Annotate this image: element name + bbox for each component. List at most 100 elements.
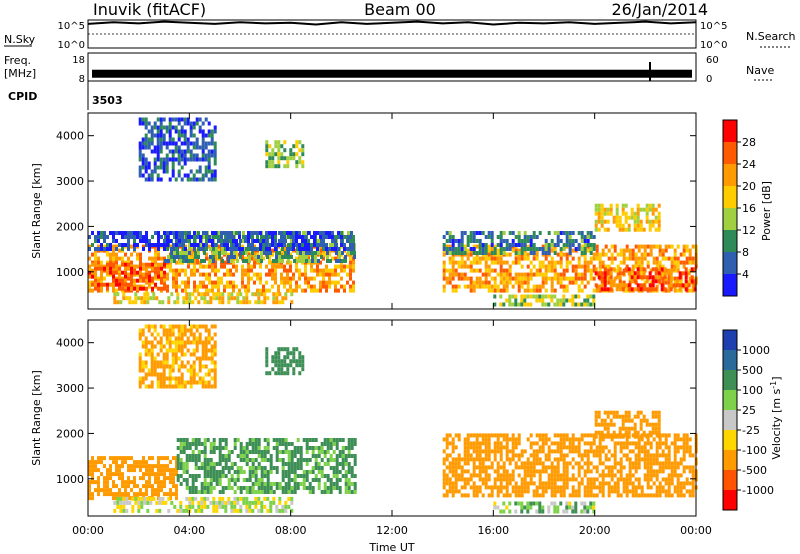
- rti-cell: [180, 157, 184, 162]
- rti-cell: [445, 477, 449, 482]
- rti-cell: [619, 449, 623, 454]
- rti-cell: [178, 268, 181, 273]
- rti-cell: [173, 247, 176, 251]
- rti-cell: [667, 493, 671, 498]
- rti-cell: [335, 446, 339, 450]
- rti-cell: [475, 280, 479, 285]
- rti-cell: [230, 504, 234, 509]
- rti-cell: [233, 446, 237, 450]
- rti-cell: [290, 462, 294, 466]
- rti-cell: [463, 449, 467, 454]
- rti-cell: [251, 446, 255, 450]
- rti-cell: [688, 276, 692, 281]
- rti-cell: [138, 336, 142, 341]
- rti-cell: [143, 500, 147, 505]
- rti-cell: [162, 125, 166, 130]
- rti-cell: [213, 157, 217, 162]
- rti-cell: [451, 441, 455, 446]
- rti-cell: [141, 117, 145, 122]
- rti-cell: [125, 496, 129, 501]
- rti-cell: [221, 300, 225, 305]
- rti-cell: [157, 492, 160, 497]
- rti-cell: [625, 453, 629, 458]
- rti-cell: [301, 164, 305, 169]
- rti-cell: [112, 262, 115, 267]
- rti-cell: [326, 446, 330, 450]
- rti-cell: [451, 276, 455, 281]
- rti-cell: [535, 461, 539, 466]
- rti-cell: [625, 481, 629, 486]
- rti-cell: [152, 292, 156, 297]
- rti-cell: [529, 461, 533, 466]
- rti-cell: [182, 251, 185, 255]
- rti-cell: [646, 457, 650, 462]
- rti-cell: [550, 280, 554, 285]
- rti-cell: [180, 149, 184, 154]
- rti-cell: [532, 294, 536, 299]
- rti-cell: [637, 437, 641, 442]
- rti-cell: [260, 508, 264, 513]
- rti-cell: [481, 280, 485, 285]
- rti-cell: [257, 508, 261, 513]
- rti-cell: [205, 256, 208, 261]
- rti-cell: [314, 446, 318, 450]
- rti-cell: [186, 145, 190, 150]
- rti-cell: [325, 264, 328, 269]
- rti-cell: [577, 445, 581, 450]
- rti-cell: [227, 466, 231, 470]
- rti-cell: [230, 259, 233, 263]
- rti-cell: [302, 458, 306, 462]
- rti-cell: [655, 244, 659, 249]
- rti-cell: [88, 488, 91, 493]
- rti-cell: [487, 449, 491, 454]
- rti-cell: [451, 251, 455, 255]
- rti-cell: [193, 264, 196, 269]
- rti-cell: [304, 247, 307, 251]
- rti-cell: [91, 288, 94, 293]
- rti-cell: [328, 284, 331, 289]
- rti-cell: [146, 508, 150, 513]
- rti-cell: [106, 252, 109, 257]
- rti-cell: [654, 430, 658, 435]
- rti-cell: [655, 449, 659, 454]
- rti-cell: [487, 445, 491, 450]
- rti-cell: [622, 248, 626, 253]
- rti-cell: [335, 442, 339, 446]
- rti-cell: [127, 256, 130, 261]
- rti-cell: [457, 260, 461, 265]
- rti-cell: [242, 251, 245, 255]
- rti-cell: [607, 449, 611, 454]
- rti-cell: [268, 288, 271, 293]
- rti-cell: [125, 508, 129, 513]
- rti-cell: [124, 235, 127, 239]
- rti-cell: [217, 276, 220, 281]
- rti-cell: [290, 486, 294, 490]
- rti-cell: [517, 473, 521, 478]
- rti-cell: [150, 125, 154, 130]
- rti-cell: [484, 465, 488, 470]
- rti-cell: [685, 477, 689, 482]
- rti-cell: [499, 268, 503, 273]
- rti-cell: [274, 231, 277, 235]
- rti-cell: [514, 437, 518, 442]
- rti-cell: [304, 280, 307, 285]
- rti-cell: [319, 248, 322, 253]
- rti-cell: [209, 296, 213, 301]
- rti-cell: [636, 414, 640, 419]
- rti-cell: [676, 256, 680, 261]
- rti-cell: [142, 235, 145, 239]
- rti-cell: [619, 260, 623, 265]
- rti-cell: [600, 219, 604, 224]
- rti-cell: [353, 462, 357, 466]
- rti-cell: [144, 133, 148, 138]
- rti-cell: [490, 489, 494, 494]
- rti-cell: [326, 490, 330, 494]
- rti-cell: [329, 486, 333, 490]
- rti-cell: [139, 256, 142, 261]
- rti-cell: [323, 442, 327, 446]
- rti-cell: [91, 480, 94, 485]
- rti-cell: [218, 292, 222, 297]
- rti-cell: [350, 251, 353, 255]
- rti-cell: [212, 259, 215, 263]
- rti-cell: [667, 284, 671, 289]
